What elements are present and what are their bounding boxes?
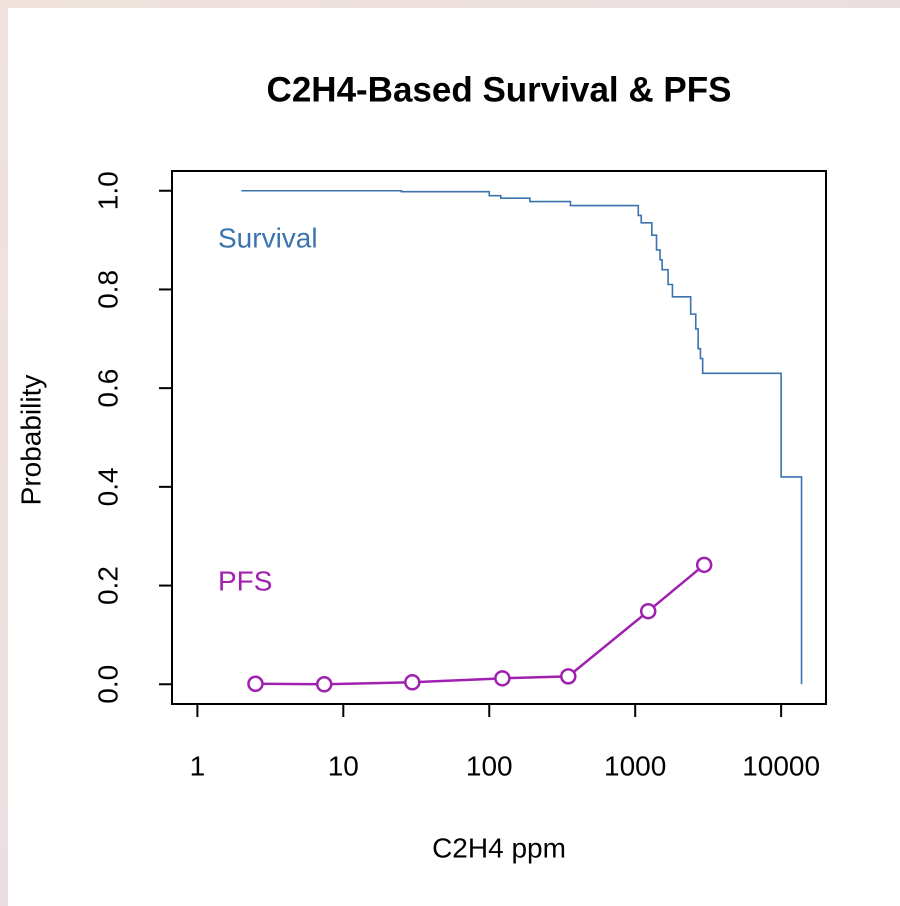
y-tick-label: 0.6 bbox=[92, 369, 123, 408]
y-tick-label: 0.2 bbox=[92, 566, 123, 605]
point bbox=[560, 668, 577, 685]
x-tick-label: 10000 bbox=[742, 750, 820, 781]
y-tick-label: 0.8 bbox=[92, 270, 123, 309]
y-axis-label: Probability bbox=[15, 375, 46, 506]
x-axis-label: C2H4 ppm bbox=[432, 832, 566, 863]
point bbox=[639, 602, 657, 620]
series-line bbox=[241, 189, 803, 685]
point bbox=[404, 674, 421, 691]
point bbox=[695, 556, 713, 574]
x-tick-label: 10 bbox=[328, 750, 359, 781]
series-label: Survival bbox=[218, 222, 318, 253]
card bbox=[8, 8, 900, 906]
y-tick-label: 0.0 bbox=[92, 665, 123, 704]
x-tick-label: 100 bbox=[466, 750, 513, 781]
point bbox=[315, 676, 333, 693]
series-label: PFS bbox=[218, 565, 272, 596]
point bbox=[247, 675, 264, 693]
y-tick-label: 0.4 bbox=[92, 467, 123, 506]
y-tick-label: 1.0 bbox=[92, 171, 123, 210]
x-tick-label: 1000 bbox=[604, 750, 666, 781]
point bbox=[494, 670, 511, 687]
chart-title: C2H4-Based Survival & PFS bbox=[267, 70, 732, 109]
x-tick-label: 1 bbox=[190, 750, 206, 781]
series-line bbox=[255, 563, 705, 686]
